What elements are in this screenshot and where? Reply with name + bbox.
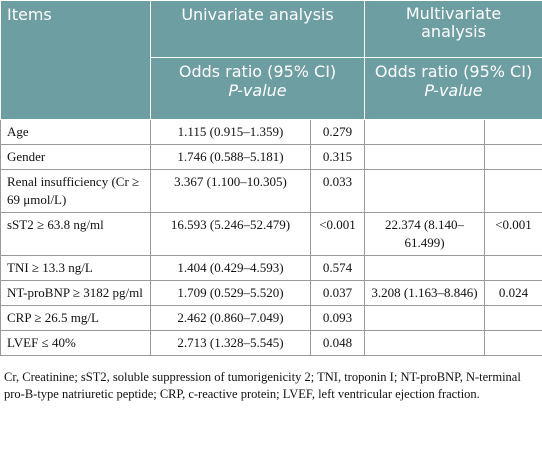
table-cell: Renal insufficiency (Cr ≥ 69 μmol/L) [0, 169, 151, 213]
table-cell: NT-proBNP ≥ 3182 pg/ml [0, 280, 151, 306]
table-cell [364, 119, 486, 145]
table-cell: 22.374 (8.140–61.499) [364, 212, 486, 256]
header-items: Items [0, 0, 151, 120]
table-cell: 16.593 (5.246–52.479) [150, 212, 311, 256]
table-row: LVEF ≤ 40% 2.713 (1.328–5.545) 0.048 [0, 330, 542, 356]
table-cell: 1.404 (0.429–4.593) [150, 255, 311, 281]
table-cell: 1.115 (0.915–1.359) [150, 119, 311, 145]
header-multi-sub: Odds ratio (95% CI) P-value [364, 57, 542, 120]
table-row: CRP ≥ 26.5 mg/L 2.462 (0.860–7.049) 0.093 [0, 305, 542, 331]
table-cell: 0.024 [484, 280, 542, 306]
table-cell: 2.713 (1.328–5.545) [150, 330, 311, 356]
table-cell: 3.208 (1.163–8.846) [364, 280, 486, 306]
header-p: P-value [228, 81, 287, 100]
table-cell: 0.279 [309, 119, 366, 145]
table-cell: 0.093 [309, 305, 366, 331]
table-cell: 1.709 (0.529–5.520) [150, 280, 311, 306]
results-table: Items Univariate analysis Multivariate a… [0, 0, 542, 356]
table-cell [484, 144, 542, 170]
table-cell [484, 255, 542, 281]
footnote: Cr, Creatinine; sST2, soluble suppressio… [4, 370, 521, 401]
header-p: P-value [424, 81, 483, 100]
table-cell [364, 255, 486, 281]
table-cell: 0.037 [309, 280, 366, 306]
table-cell: CRP ≥ 26.5 mg/L [0, 305, 151, 331]
table-row: Renal insufficiency (Cr ≥ 69 μmol/L) 3.36… [0, 169, 542, 213]
table-cell: 2.462 (0.860–7.049) [150, 305, 311, 331]
table-cell [484, 119, 542, 145]
table-cell: 1.746 (0.588–5.181) [150, 144, 311, 170]
table-cell: TNI ≥ 13.3 ng/L [0, 255, 151, 281]
table-cell: Gender [0, 144, 151, 170]
table-cell [364, 144, 486, 170]
header-or: Odds ratio (95% CI) [178, 62, 337, 81]
table-row: NT-proBNP ≥ 3182 pg/ml 1.709 (0.529–5.520… [0, 280, 542, 306]
table-cell: LVEF ≤ 40% [0, 330, 151, 356]
table-cell [484, 330, 542, 356]
table-cell: <0.001 [309, 212, 366, 256]
header-uni-sub: Odds ratio (95% CI) P-value [149, 57, 366, 120]
table-cell [364, 330, 486, 356]
table-cell: 3.367 (1.100–10.305) [150, 169, 311, 213]
table-body: Age 1.115 (0.915–1.359) 0.279 Gender 1.746 (… [0, 119, 542, 356]
header-multivariate: Multivariate analysis [364, 0, 542, 58]
table-cell: <0.001 [484, 212, 542, 256]
table-cell [484, 305, 542, 331]
table-cell: 0.574 [309, 255, 366, 281]
table-cell [364, 305, 486, 331]
table-row: Age 1.115 (0.915–1.359) 0.279 [0, 119, 542, 145]
table-cell: 0.048 [309, 330, 366, 356]
header-univariate: Univariate analysis [149, 0, 366, 58]
table-cell: 0.033 [309, 169, 366, 213]
table-cell: Age [0, 119, 151, 145]
table-row: TNI ≥ 13.3 ng/L 1.404 (0.429–4.593) 0.574 [0, 255, 542, 281]
table-cell [364, 169, 486, 213]
table-cell: sST2 ≥ 63.8 ng/ml [0, 212, 151, 256]
header-or: Odds ratio (95% CI) [374, 62, 533, 81]
table-row: sST2 ≥ 63.8 ng/ml 16.593 (5.246–52.479) <0… [0, 212, 542, 256]
table-row: Gender 1.746 (0.588–5.181) 0.315 [0, 144, 542, 170]
table-cell [484, 169, 542, 213]
table-cell: 0.315 [309, 144, 366, 170]
